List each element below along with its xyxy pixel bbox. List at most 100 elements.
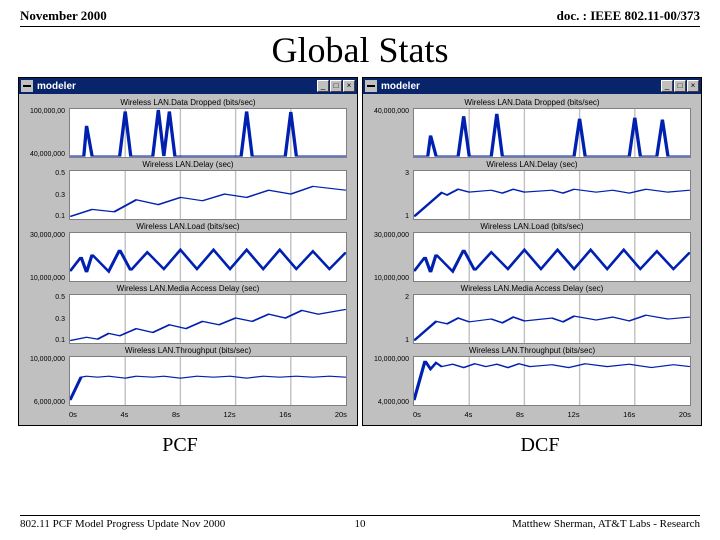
y-tick-label: 1	[367, 213, 409, 220]
y-tick-label: 0.1	[23, 213, 65, 220]
window-buttons: _□×	[317, 80, 355, 92]
footer-right: Matthew Sherman, AT&T Labs - Research	[512, 518, 700, 530]
y-tick-label: 0.5	[23, 170, 65, 177]
header-rule	[20, 26, 700, 27]
close-button[interactable]: ×	[343, 80, 355, 92]
header-date: November 2000	[20, 8, 107, 24]
subplot: Wireless LAN.Throughput (bits/sec)10,000…	[367, 346, 697, 406]
plot-box	[413, 170, 691, 220]
y-tick-label: 6,000,000	[23, 399, 65, 406]
plot-box	[413, 294, 691, 344]
x-tick-label: 12s	[224, 410, 236, 419]
data-line	[70, 250, 346, 273]
data-line	[414, 189, 690, 216]
subplot: Wireless LAN.Media Access Delay (sec)0.5…	[23, 284, 353, 344]
subplot: Wireless LAN.Delay (sec)3 1	[367, 160, 697, 220]
x-tick-label: 16s	[279, 410, 291, 419]
x-tick-label: 4s	[465, 410, 473, 419]
data-line	[70, 110, 346, 156]
x-tick-label: 16s	[623, 410, 635, 419]
data-line	[414, 250, 690, 273]
y-tick-label: 30,000,000	[367, 232, 409, 239]
data-line	[70, 186, 346, 216]
panel-label-dcf: DCF	[360, 434, 720, 457]
subplot: Wireless LAN.Data Dropped (bits/sec)100,…	[23, 98, 353, 158]
subplot: Wireless LAN.Delay (sec)0.5 0.3 0.1	[23, 160, 353, 220]
maximize-button[interactable]: □	[674, 80, 686, 92]
y-tick-label: 10,000,000	[367, 356, 409, 363]
subplot-title: Wireless LAN.Delay (sec)	[23, 160, 353, 169]
window-buttons: _□×	[661, 80, 699, 92]
x-tick-label: 0s	[413, 410, 421, 419]
footer-page: 10	[355, 518, 366, 530]
window-title: modeler	[37, 81, 76, 92]
subplot-title: Wireless LAN.Load (bits/sec)	[367, 222, 697, 231]
panel-label-pcf: PCF	[0, 434, 360, 457]
y-tick-label: 10,000,000	[23, 356, 65, 363]
plot-area: Wireless LAN.Data Dropped (bits/sec)40,0…	[363, 94, 701, 425]
data-line	[70, 309, 346, 340]
x-tick-label: 20s	[679, 410, 691, 419]
subplot: Wireless LAN.Throughput (bits/sec)10,000…	[23, 346, 353, 406]
maximize-button[interactable]: □	[330, 80, 342, 92]
window-titlebar: modeler _□×	[19, 78, 357, 94]
x-ticks: 0s4s8s12s16s20s	[367, 408, 697, 421]
y-ticks: 10,000,000 6,000,000	[23, 356, 67, 406]
y-tick-label: 0.5	[23, 294, 65, 301]
y-tick-label: 0.3	[23, 316, 65, 323]
x-tick-label: 20s	[335, 410, 347, 419]
sysmenu-icon[interactable]	[365, 80, 377, 92]
plot-box	[69, 232, 347, 282]
subplot: Wireless LAN.Load (bits/sec)30,000,00010…	[23, 222, 353, 282]
x-ticks: 0s4s8s12s16s20s	[23, 408, 353, 421]
sysmenu-icon[interactable]	[21, 80, 33, 92]
subplot: Wireless LAN.Load (bits/sec)30,000,000 10…	[367, 222, 697, 282]
minimize-button[interactable]: _	[661, 80, 673, 92]
subplot-title: Wireless LAN.Media Access Delay (sec)	[367, 284, 697, 293]
chart-window: modeler_□×Wireless LAN.Data Dropped (bit…	[362, 77, 702, 426]
plot-box	[413, 108, 691, 158]
y-tick-label: 4,000,000	[367, 399, 409, 406]
y-ticks: 0.5 0.3 0.1	[23, 170, 67, 220]
plot-box	[69, 108, 347, 158]
plot-box	[69, 170, 347, 220]
subplot: Wireless LAN.Data Dropped (bits/sec)40,0…	[367, 98, 697, 158]
y-tick-label: 3	[367, 170, 409, 177]
y-ticks: 100,000,00 40,000,000	[23, 108, 67, 158]
footer: 802.11 PCF Model Progress Update Nov 200…	[20, 515, 700, 530]
y-tick-label: 10,000,000	[367, 275, 409, 282]
subplot-title: Wireless LAN.Throughput (bits/sec)	[23, 346, 353, 355]
plot-box	[69, 294, 347, 344]
data-line	[414, 114, 690, 156]
subplot-title: Wireless LAN.Delay (sec)	[367, 160, 697, 169]
y-ticks: 21	[367, 294, 411, 344]
subplot-title: Wireless LAN.Throughput (bits/sec)	[367, 346, 697, 355]
y-tick-label: 40,000,000	[23, 151, 65, 158]
footer-rule	[20, 515, 700, 516]
x-tick-label: 12s	[568, 410, 580, 419]
y-tick-label: 0.1	[23, 337, 65, 344]
data-line	[70, 376, 346, 400]
chart-window: modeler _□× Wireless LAN.Data Dropped (bit…	[18, 77, 358, 426]
data-line	[414, 361, 690, 400]
y-ticks: 30,000,00010,000,000	[23, 232, 67, 282]
y-tick-label: 40,000,000	[367, 108, 409, 115]
subplot-title: Wireless LAN.Data Dropped (bits/sec)	[23, 98, 353, 107]
y-ticks: 40,000,000	[367, 108, 411, 158]
y-ticks: 10,000,000 4,000,000	[367, 356, 411, 406]
y-ticks: 0.5 0.3 0.1	[23, 294, 67, 344]
minimize-button[interactable]: _	[317, 80, 329, 92]
slide-title: Global Stats	[0, 29, 720, 71]
close-button[interactable]: ×	[687, 80, 699, 92]
plot-box	[413, 232, 691, 282]
y-tick-label: 30,000,000	[23, 232, 65, 239]
chart-panels: modeler_□×Wireless LAN.Data Dropped (bit…	[16, 77, 704, 426]
y-tick-label: 100,000,00	[23, 108, 65, 115]
y-tick-label: 0.3	[23, 192, 65, 199]
x-tick-label: 8s	[172, 410, 180, 419]
y-ticks: 30,000,000 10,000,000	[367, 232, 411, 282]
y-tick-label: 2	[367, 294, 409, 301]
footer-left: 802.11 PCF Model Progress Update Nov 200…	[20, 518, 225, 530]
subplot: Wireless LAN.Media Access Delay (sec)21	[367, 284, 697, 344]
subplot-title: Wireless LAN.Data Dropped (bits/sec)	[367, 98, 697, 107]
